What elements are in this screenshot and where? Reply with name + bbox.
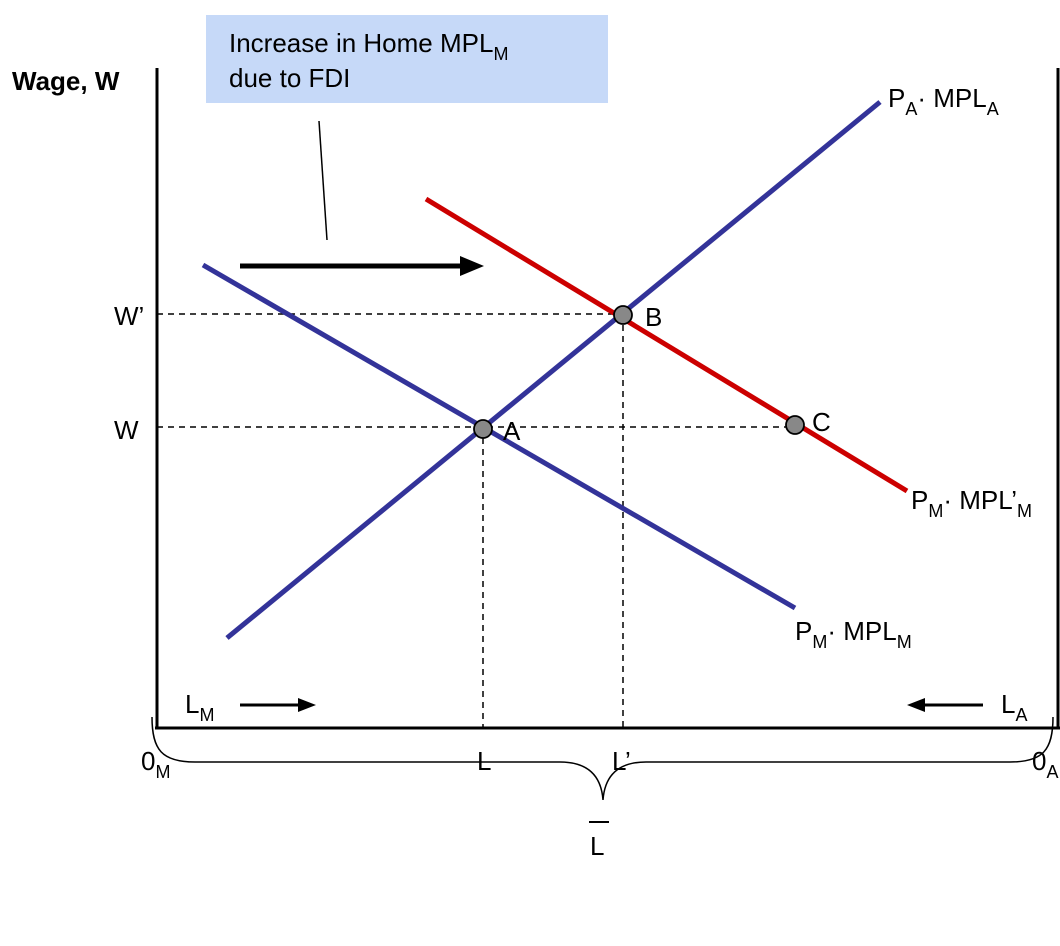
la-arrow-head bbox=[907, 698, 925, 712]
point-b bbox=[613, 305, 633, 325]
curve-pm-mplm-prime bbox=[424, 196, 909, 494]
callout-line-1: Increase in Home MPLM bbox=[229, 28, 508, 64]
lm-arrow-head bbox=[298, 698, 316, 712]
curve-pa-mpla bbox=[225, 100, 882, 640]
point-b-label: B bbox=[645, 302, 662, 332]
curve-label-pm-mplm-prime: PM· MPL’M bbox=[911, 485, 1032, 521]
callout-pointer bbox=[318, 120, 328, 241]
callout-box bbox=[206, 15, 608, 103]
curve-label-pa-mpla: PA· MPLA bbox=[888, 83, 999, 119]
x-label-l: L bbox=[477, 746, 491, 776]
total-labor-label: L bbox=[590, 831, 604, 861]
point-a bbox=[473, 419, 493, 439]
wage-label-w: W bbox=[114, 415, 139, 445]
wage-label-w-prime: W’ bbox=[114, 301, 144, 331]
point-c bbox=[785, 415, 805, 435]
point-c-label: C bbox=[812, 407, 831, 437]
shift-arrow-head bbox=[460, 256, 484, 276]
total-labor-brace bbox=[151, 716, 1054, 801]
callout-line-2: due to FDI bbox=[229, 63, 350, 93]
curve-label-pm-mplm: PM· MPLM bbox=[795, 616, 912, 652]
point-a-label: A bbox=[503, 416, 521, 446]
lm-visible-label: LM bbox=[185, 689, 214, 725]
la-visible-label: LA bbox=[1001, 689, 1027, 725]
x-label-l-prime: L’ bbox=[612, 746, 631, 776]
origin-m-label: 0M bbox=[141, 746, 170, 782]
guide-lines bbox=[157, 313, 795, 728]
curve-pm-mplm bbox=[201, 262, 797, 611]
y-axis-label: Wage, W bbox=[12, 66, 120, 96]
